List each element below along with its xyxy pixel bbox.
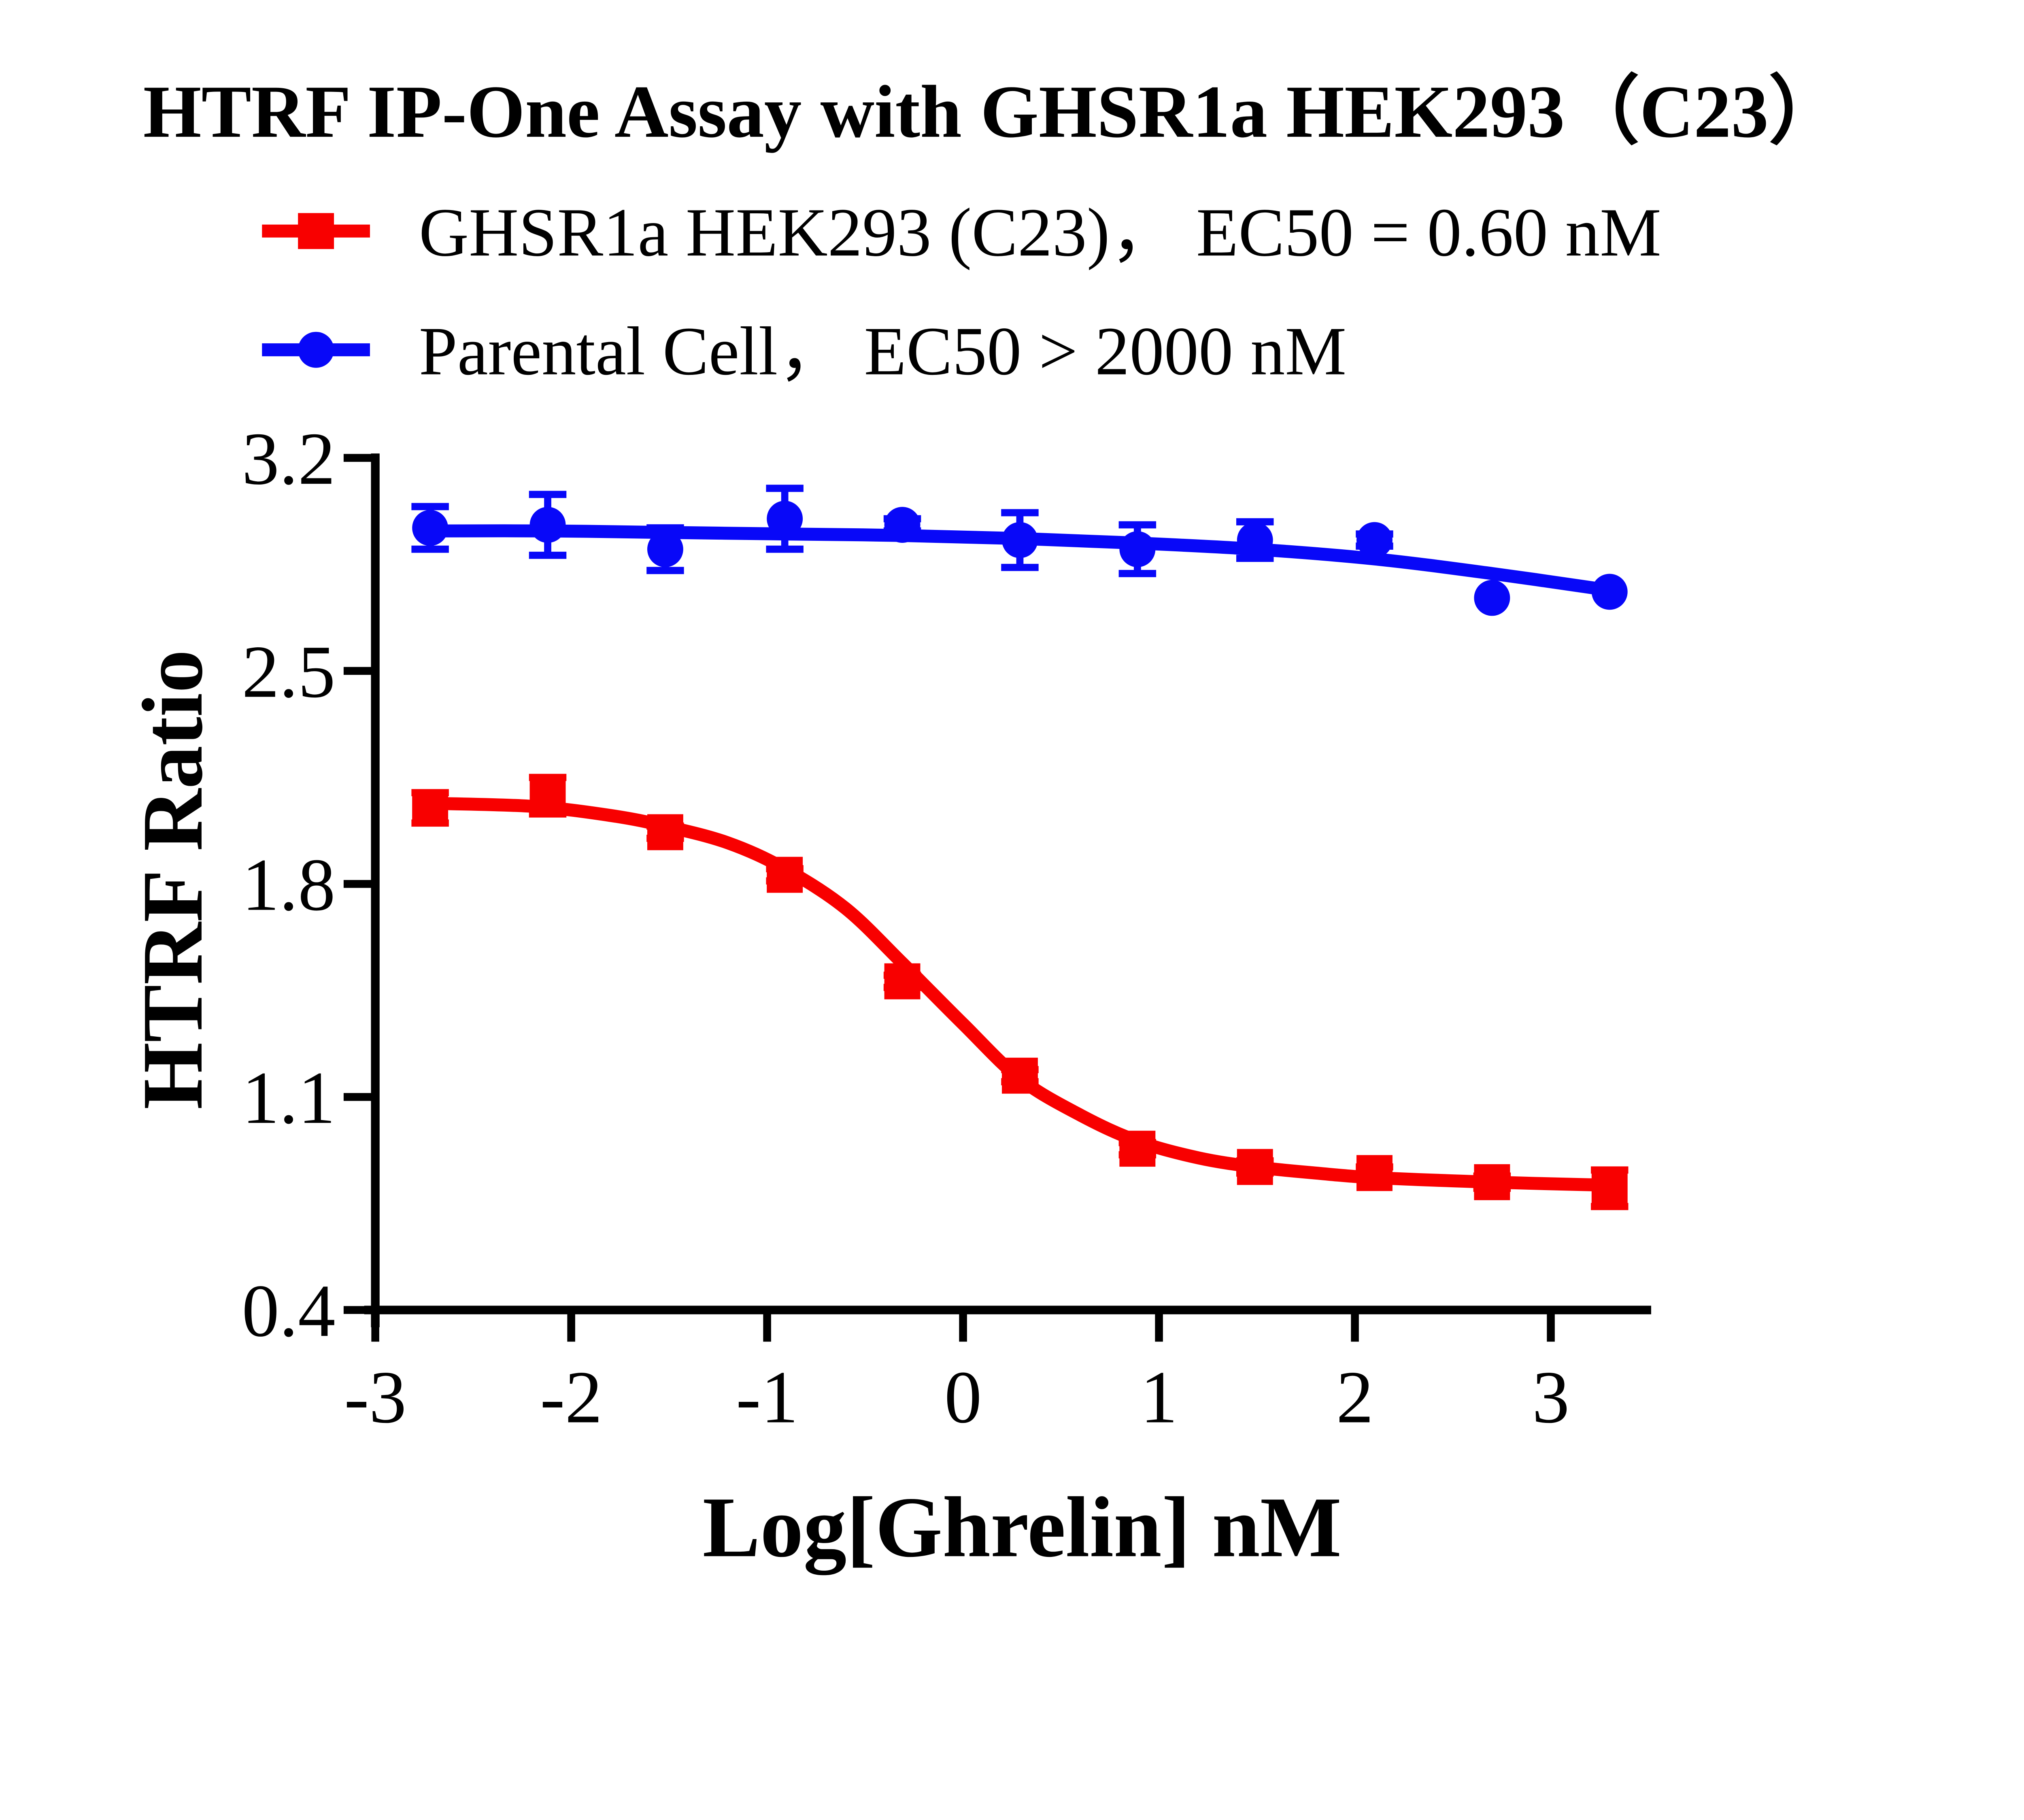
series-parental-cell	[411, 485, 1628, 616]
data-point-square	[884, 963, 921, 999]
x-tick-label: 3	[1532, 1356, 1569, 1439]
legend-square-marker-icon	[298, 213, 334, 249]
plot-area	[411, 485, 1629, 1210]
y-tick-label: 1.1	[242, 1056, 335, 1139]
data-point-circle	[647, 531, 683, 568]
data-point-circle	[884, 507, 921, 543]
legend-label-ghsr1a: GHSR1a HEK293 (C23)， EC50 = 0.60 nM	[419, 194, 1661, 270]
data-point-square	[1474, 1164, 1510, 1200]
x-tick-label: -2	[540, 1356, 602, 1439]
y-tick-label: 3.2	[242, 417, 335, 500]
data-point-circle	[1001, 522, 1038, 558]
data-point-circle	[1119, 531, 1156, 568]
data-point-circle	[1356, 522, 1393, 558]
chart-title: HTRF IP-One Assay with GHSR1a HEK293（C23…	[143, 70, 1843, 153]
htrf-assay-chart: HTRF IP-One Assay with GHSR1a HEK293（C23…	[125, 70, 1843, 1575]
y-tick-label: 0.4	[242, 1269, 335, 1352]
x-axis-title: Log[Ghrelin] nM	[703, 1480, 1342, 1575]
axes: 0.4 1.1 1.8 2.5 3.2 -3 -2 -1 0 1 2 3	[242, 417, 1651, 1439]
data-point-square	[1001, 1057, 1038, 1094]
data-point-circle	[529, 507, 566, 543]
legend-entry-ghsr1a: GHSR1a HEK293 (C23)， EC50 = 0.60 nM	[262, 194, 1661, 270]
chart-page: HTRF IP-One Assay with GHSR1a HEK293（C23…	[125, 70, 1843, 1575]
y-tick-label: 2.5	[242, 630, 335, 713]
legend-label-parental: Parental Cell， EC50 > 2000 nM	[419, 313, 1346, 389]
data-point-square	[529, 778, 566, 814]
data-point-square	[1356, 1155, 1393, 1191]
x-tick-label: -1	[736, 1356, 798, 1439]
data-point-circle	[412, 510, 449, 546]
y-axis-title: HTRF Ratio	[125, 650, 221, 1110]
x-tick-label: 2	[1336, 1356, 1373, 1439]
y-tick-label: 1.8	[242, 843, 335, 926]
data-point-circle	[767, 501, 803, 537]
legend: GHSR1a HEK293 (C23)， EC50 = 0.60 nM Pare…	[262, 194, 1661, 389]
data-point-square	[647, 814, 683, 850]
data-point-circle	[1474, 580, 1510, 616]
series-ghsr1a-hek293-c23	[411, 774, 1629, 1210]
fit-curve	[423, 797, 1616, 1192]
x-tick-label: -3	[344, 1356, 406, 1439]
x-tick-label: 0	[944, 1356, 982, 1439]
legend-circle-marker-icon	[298, 332, 334, 368]
data-point-square	[412, 790, 449, 826]
data-point-square	[1119, 1131, 1156, 1167]
data-point-circle	[1591, 574, 1628, 610]
data-point-circle	[1237, 522, 1273, 558]
data-point-square	[767, 857, 803, 893]
data-point-square	[1591, 1170, 1628, 1206]
x-tick-label: 1	[1140, 1356, 1178, 1439]
data-point-square	[1237, 1149, 1273, 1185]
legend-entry-parental: Parental Cell， EC50 > 2000 nM	[262, 313, 1346, 389]
